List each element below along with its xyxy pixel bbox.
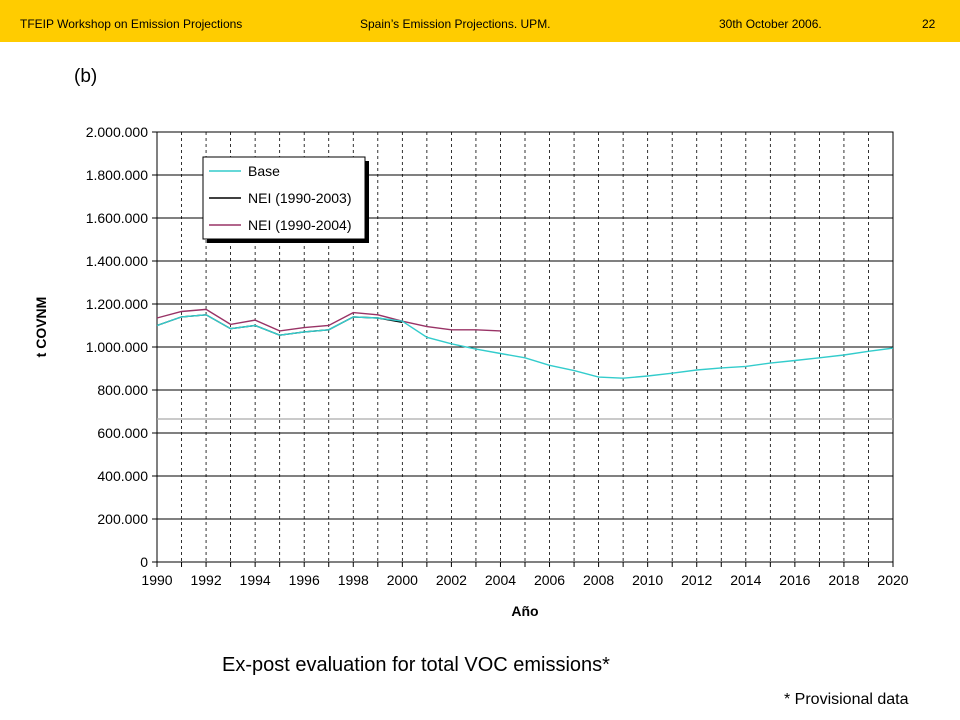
legend-label: NEI (1990-2003) (248, 190, 352, 206)
x-tick-label: 2016 (779, 572, 810, 588)
x-tick-label: 1998 (338, 572, 369, 588)
x-tick-label: 2020 (877, 572, 908, 588)
x-tick-label: 1994 (240, 572, 271, 588)
y-tick-label: 800.000 (97, 382, 148, 398)
header-workshop-title: TFEIP Workshop on Emission Projections (20, 17, 243, 31)
y-tick-label: 600.000 (97, 425, 148, 441)
provisional-footnote: * Provisional data (784, 691, 909, 708)
panel-label: (b) (74, 66, 98, 87)
y-tick-label: 1.400.000 (86, 253, 148, 269)
x-tick-label: 1992 (190, 572, 221, 588)
x-axis-title: Año (511, 603, 538, 619)
slide-subtitle: Ex-post evaluation for total VOC emissio… (222, 654, 610, 676)
x-tick-label: 2004 (485, 572, 516, 588)
x-tick-label: 1990 (141, 572, 172, 588)
header-page-number: 22 (922, 17, 936, 31)
x-tick-label: 2008 (583, 572, 614, 588)
y-tick-label: 1.000.000 (86, 339, 148, 355)
x-tick-label: 2010 (632, 572, 663, 588)
legend-label: Base (248, 163, 280, 179)
y-tick-label: 200.000 (97, 511, 148, 527)
series-line (156, 308, 501, 332)
legend-label: NEI (1990-2004) (248, 217, 352, 233)
y-tick-label: 0 (140, 554, 148, 570)
x-tick-label: 2012 (681, 572, 712, 588)
series-line (156, 314, 894, 379)
header-presentation-title: Spain’s Emission Projections. UPM. (360, 17, 551, 31)
y-tick-label: 400.000 (97, 468, 148, 484)
x-tick-label: 2002 (436, 572, 467, 588)
x-tick-label: 2014 (730, 572, 761, 588)
header-date: 30th October 2006. (719, 17, 822, 31)
y-tick-label: 1.600.000 (86, 210, 148, 226)
slide-header: TFEIP Workshop on Emission Projections S… (0, 0, 960, 42)
y-tick-label: 1.800.000 (86, 167, 148, 183)
y-tick-label: 2.000.000 (86, 124, 148, 140)
y-axis-title: t COVNM (33, 297, 49, 358)
x-tick-label: 1996 (289, 572, 320, 588)
y-tick-label: 1.200.000 (86, 296, 148, 312)
x-tick-label: 2006 (534, 572, 565, 588)
x-tick-label: 2018 (828, 572, 859, 588)
x-tick-label: 2000 (387, 572, 418, 588)
